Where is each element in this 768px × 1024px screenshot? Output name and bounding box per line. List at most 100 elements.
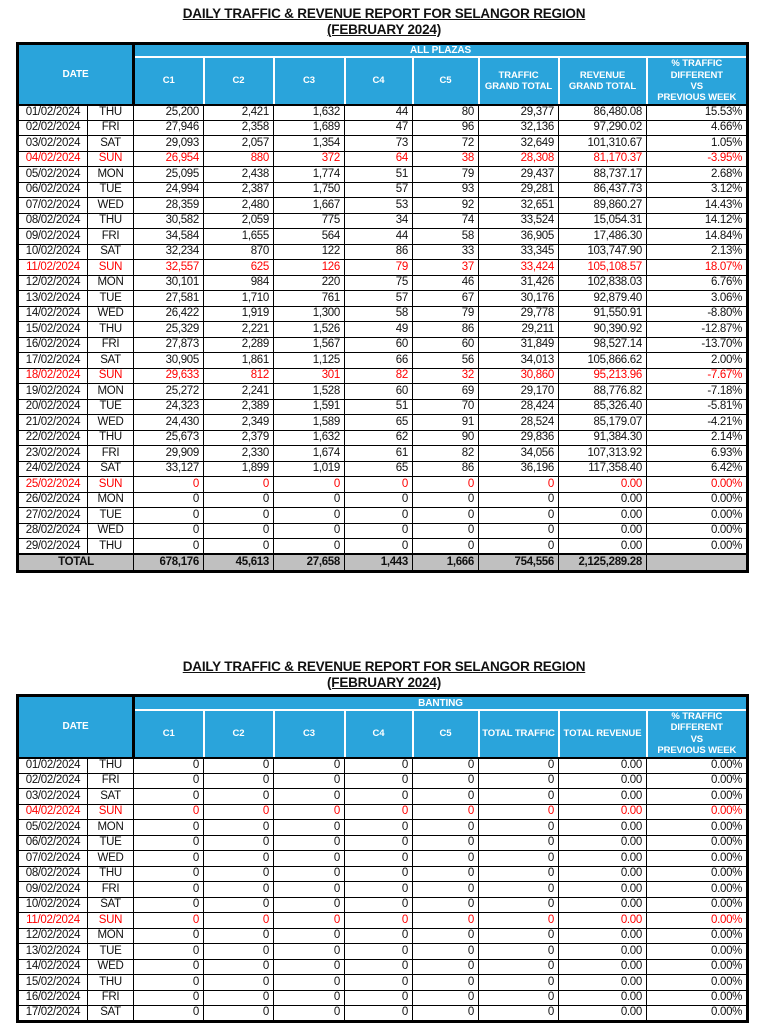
cell-day: WED: [87, 197, 134, 214]
cell-date: 02/02/2024: [17, 772, 88, 789]
cell-total-traffic: 0: [478, 834, 559, 851]
cell-c4: 0: [344, 896, 413, 913]
cell-day: SUN: [87, 476, 134, 493]
cell-c1: 0: [133, 865, 204, 882]
cell-pct-diff: 0.00%: [645, 834, 749, 851]
cell-c2: 0: [203, 865, 274, 882]
table-row: 03/02/2024 SAT 29,093 2,057 1,354 73 72 32,649 1…: [17, 135, 749, 152]
cell-c5: 0: [412, 865, 479, 882]
cell-pct-diff: 0.00%: [645, 974, 749, 991]
cell-c2: 0: [203, 507, 274, 524]
column-header-traffic-grand-total: TRAFFIC GRAND TOTAL: [477, 56, 560, 106]
cell-total-traffic: 0: [478, 788, 559, 805]
cell-c4: 0: [344, 819, 413, 836]
cell-day: THU: [87, 429, 134, 447]
table-row: 05/02/2024 MON 0 0 0 0 0 0 0.00 0.00%: [17, 819, 749, 836]
total-value: 1,443: [344, 553, 413, 572]
cell-c3: 0: [273, 974, 345, 991]
cell-c5: 67: [412, 290, 479, 307]
table-row: 10/02/2024 SAT 0 0 0 0 0 0 0.00 0.00%: [17, 896, 749, 913]
table-row: 23/02/2024 FRI 29,909 2,330 1,674 61 82 34,056 1…: [17, 445, 749, 462]
cell-date: 01/02/2024: [17, 757, 88, 774]
cell-pct-diff: -13.70%: [645, 336, 749, 354]
cell-c3: 1,019: [273, 460, 345, 478]
cell-date: 02/02/2024: [17, 119, 88, 137]
cell-c5: 0: [412, 943, 479, 960]
cell-c1: 0: [133, 850, 204, 867]
cell-c2: 1,899: [203, 460, 274, 478]
cell-date: 20/02/2024: [17, 398, 88, 416]
table-row: 26/02/2024 MON 0 0 0 0 0 0 0.00 0.00%: [17, 491, 749, 509]
cell-c1: 0: [133, 476, 204, 493]
cell-c3: 0: [273, 865, 345, 882]
cell-c4: 47: [344, 119, 413, 137]
cell-pct-diff: 0.00%: [645, 522, 749, 540]
table-row: 17/02/2024 SAT 0 0 0 0 0 0 0.00 0.00%: [17, 1005, 749, 1022]
cell-c1: 0: [133, 522, 204, 540]
cell-pct-diff: 0.00%: [645, 989, 749, 1006]
cell-c1: 24,323: [133, 398, 204, 416]
cell-c5: 38: [412, 150, 479, 168]
cell-c2: 0: [203, 819, 274, 836]
cell-total-traffic: 29,211: [478, 321, 559, 338]
cell-c1: 0: [133, 881, 204, 898]
cell-total-revenue: 0.00: [558, 927, 647, 944]
cell-c1: 34,584: [133, 228, 204, 245]
column-header-c2: C2: [202, 708, 275, 759]
cell-total-traffic: 29,281: [478, 181, 559, 199]
table-row: 06/02/2024 TUE 24,994 2,387 1,750 57 93 29,281 8…: [17, 181, 749, 199]
cell-c5: 58: [412, 228, 479, 245]
cell-pct-diff: -8.80%: [645, 305, 749, 323]
cell-total-traffic: 28,424: [478, 398, 559, 416]
cell-c3: 0: [273, 522, 345, 540]
report-header: DAILY TRAFFIC & REVENUE REPORT FOR SELAN…: [0, 0, 768, 38]
cell-c1: 0: [133, 772, 204, 789]
cell-c2: 2,059: [203, 212, 274, 230]
cell-pct-diff: 0.00%: [645, 538, 749, 555]
table-row: 11/02/2024 SUN 32,557 625 126 79 37 33,424 105,1…: [17, 259, 749, 276]
cell-date: 05/02/2024: [17, 166, 88, 183]
cell-total-traffic: 33,424: [478, 259, 559, 276]
cell-c1: 26,422: [133, 305, 204, 323]
cell-c1: 0: [133, 912, 204, 929]
report-title: DAILY TRAFFIC & REVENUE REPORT FOR SELAN…: [182, 658, 586, 674]
cell-c5: 46: [412, 274, 479, 292]
cell-c1: 0: [133, 927, 204, 944]
table-row: 28/02/2024 WED 0 0 0 0 0 0 0.00 0.00%: [17, 522, 749, 540]
cell-total-revenue: 0.00: [558, 958, 647, 975]
cell-pct-diff: 0.00%: [645, 850, 749, 867]
cell-c4: 49: [344, 321, 413, 338]
cell-date: 12/02/2024: [17, 274, 88, 292]
cell-c3: 0: [273, 881, 345, 898]
cell-c4: 0: [344, 772, 413, 789]
cell-total-traffic: 0: [478, 943, 559, 960]
cell-day: SUN: [87, 259, 134, 276]
cell-c4: 61: [344, 445, 413, 462]
cell-pct-diff: 3.06%: [645, 290, 749, 307]
cell-total-revenue: 81,170.37: [558, 150, 647, 168]
cell-c3: 1,750: [273, 181, 345, 199]
cell-c2: 2,389: [203, 398, 274, 416]
cell-c4: 57: [344, 290, 413, 307]
report-subtitle: (FEBRUARY 2024): [326, 674, 442, 690]
cell-total-revenue: 0.00: [558, 491, 647, 509]
cell-date: 01/02/2024: [17, 104, 88, 121]
cell-date: 13/02/2024: [17, 290, 88, 307]
cell-day: SAT: [87, 788, 134, 805]
cell-c1: 33,127: [133, 460, 204, 478]
cell-day: SAT: [87, 135, 134, 152]
cell-c4: 51: [344, 398, 413, 416]
report-title: DAILY TRAFFIC & REVENUE REPORT FOR SELAN…: [182, 6, 586, 21]
cell-pct-diff: 6.76%: [645, 274, 749, 292]
cell-c5: 33: [412, 243, 479, 261]
cell-c1: 30,582: [133, 212, 204, 230]
cell-day: TUE: [87, 943, 134, 960]
cell-c4: 0: [344, 943, 413, 960]
cell-day: FRI: [87, 989, 134, 1006]
cell-c1: 0: [133, 834, 204, 851]
cell-c2: 2,480: [203, 197, 274, 214]
table-row: 21/02/2024 WED 24,430 2,349 1,589 65 91 28,524 8…: [17, 414, 749, 431]
cell-date: 08/02/2024: [17, 212, 88, 230]
cell-c5: 0: [412, 1005, 479, 1022]
cell-c4: 86: [344, 243, 413, 261]
